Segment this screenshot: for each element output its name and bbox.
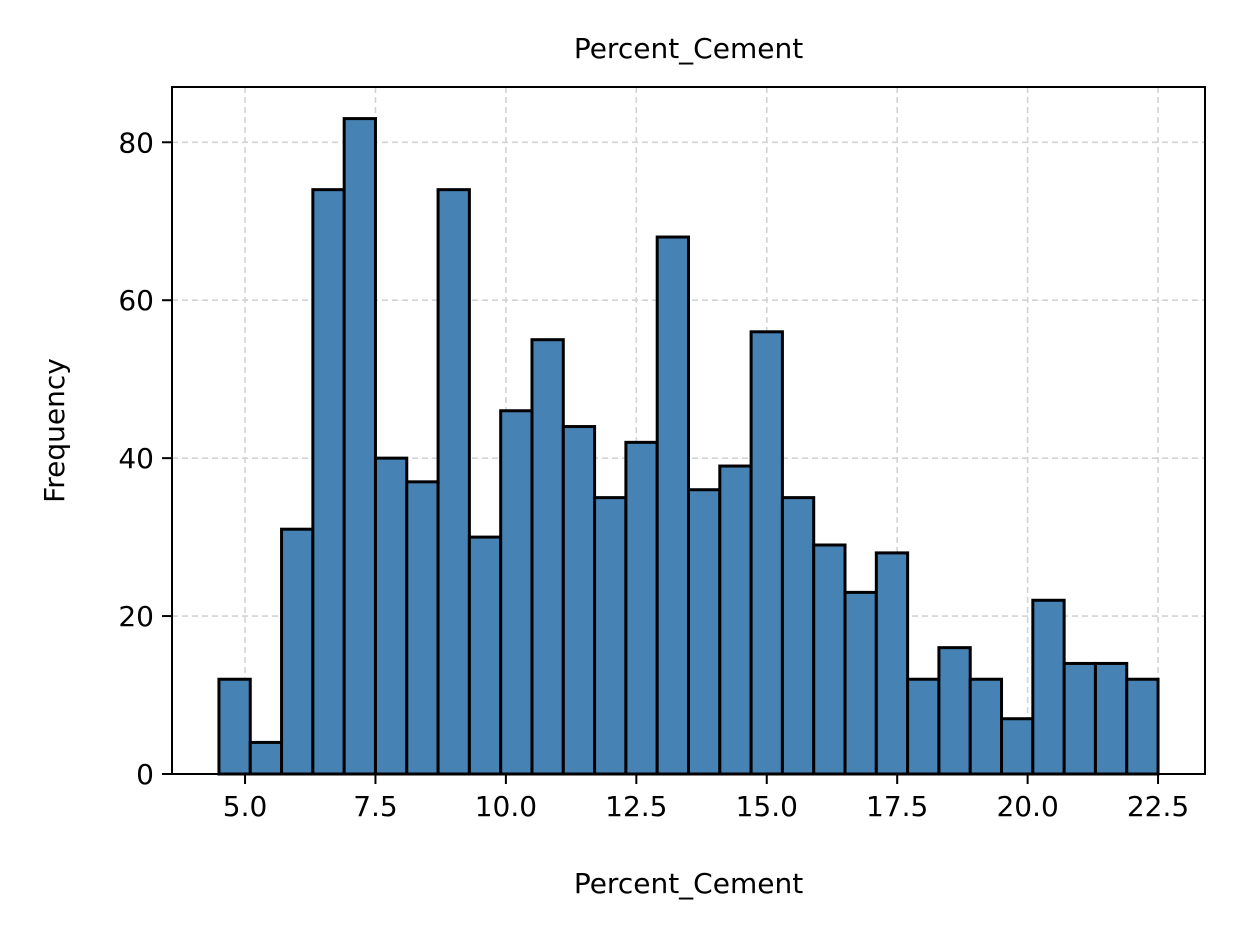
x-tick-label: 22.5 bbox=[1127, 790, 1189, 823]
plot-frame bbox=[171, 86, 1206, 775]
x-axis-label: Percent_Cement bbox=[574, 867, 803, 900]
histogram-bar bbox=[342, 117, 377, 776]
x-tick-label: 17.5 bbox=[866, 790, 928, 823]
histogram-bar bbox=[1062, 661, 1097, 776]
x-tick-label: 15.0 bbox=[736, 790, 798, 823]
chart-title: Percent_Cement bbox=[574, 32, 803, 65]
x-tick-label: 5.0 bbox=[223, 790, 268, 823]
histogram-bar bbox=[906, 677, 941, 776]
y-tick-label: 40 bbox=[118, 442, 154, 475]
y-tick-label: 80 bbox=[118, 126, 154, 159]
histogram-bar bbox=[311, 188, 346, 776]
histogram-bar bbox=[217, 677, 252, 776]
histogram-bar bbox=[467, 535, 503, 776]
histogram-bar bbox=[749, 330, 784, 776]
histogram-bar bbox=[530, 338, 565, 776]
x-tick-label: 7.5 bbox=[353, 790, 398, 823]
y-tick-label: 0 bbox=[136, 758, 154, 791]
histogram-bar bbox=[937, 646, 972, 776]
histogram-bar bbox=[593, 496, 628, 776]
histogram-bar bbox=[373, 456, 409, 776]
histogram-bar bbox=[687, 488, 722, 776]
histogram-bar bbox=[280, 527, 315, 776]
histogram-bar bbox=[1093, 661, 1129, 776]
histogram-bar bbox=[655, 235, 690, 776]
histogram-bar bbox=[812, 543, 847, 776]
y-tick-label: 60 bbox=[118, 284, 154, 317]
histogram-bar bbox=[499, 409, 534, 776]
histogram-bar bbox=[780, 496, 816, 776]
bars bbox=[217, 117, 1160, 776]
y-axis-label: Frequency bbox=[38, 358, 71, 503]
histogram-bar bbox=[248, 740, 284, 776]
histogram-bar bbox=[436, 188, 471, 776]
histogram-bar bbox=[843, 590, 878, 776]
histogram-bar bbox=[405, 480, 440, 776]
histogram-bar bbox=[1000, 717, 1035, 776]
histogram-bar bbox=[1031, 598, 1066, 776]
histogram-bar bbox=[1125, 677, 1160, 776]
histogram-bar bbox=[561, 425, 597, 776]
histogram-bar bbox=[874, 551, 910, 776]
histogram-bar bbox=[718, 464, 753, 776]
x-tick-label: 12.5 bbox=[605, 790, 667, 823]
histogram-bar bbox=[968, 677, 1004, 776]
histogram-bar bbox=[624, 440, 659, 776]
x-tick-label: 20.0 bbox=[996, 790, 1058, 823]
y-tick-label: 20 bbox=[118, 600, 154, 633]
ticks: 5.0 7.5 10.0 12.5 15.0 17.5 20.0 22.5 0 20 40 60 80 bbox=[118, 126, 1189, 823]
x-tick-label: 10.0 bbox=[475, 790, 537, 823]
